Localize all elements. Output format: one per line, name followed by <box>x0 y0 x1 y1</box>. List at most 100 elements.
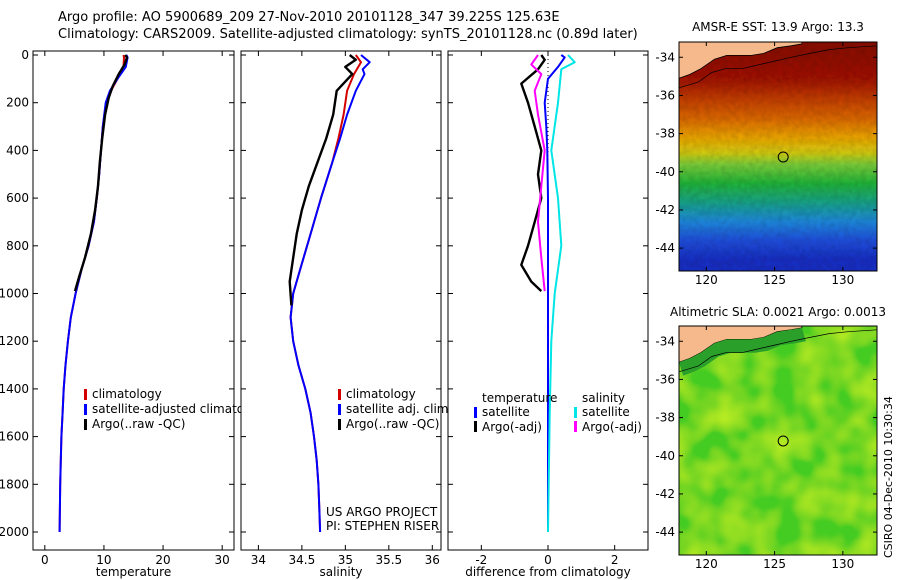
legend-label: satellite-adjusted climatology <box>92 402 270 416</box>
sst-shelf-contour <box>678 45 878 89</box>
salinity-xtick-label: 34 <box>251 553 266 567</box>
sla-lat-tick-label: -40 <box>655 449 675 463</box>
temperature-xtick-label: 30 <box>215 553 230 567</box>
sst-lat-tick-label: -36 <box>655 88 675 102</box>
temperature-xlabel: temperature <box>96 565 171 579</box>
sst-map-title: AMSR-E SST: 13.9 Argo: 13.3 <box>692 20 864 34</box>
legend-swatch <box>574 421 577 432</box>
salinity-series-line-2 <box>288 54 357 306</box>
salinity-series-group <box>288 54 371 533</box>
sst-lat-tick-label: -44 <box>655 241 675 255</box>
depth-tick-label: 1800 <box>0 477 29 491</box>
salinity-xtick-label: 36 <box>425 553 440 567</box>
sla-shelf-band <box>679 327 806 376</box>
legend-label: satellite <box>482 405 530 419</box>
temperature-xtick-label: 20 <box>155 553 170 567</box>
sla-lat-tick-label: -42 <box>655 487 675 501</box>
legend-swatch <box>474 421 477 432</box>
legend-label: satellite <box>582 405 630 419</box>
sla-lat-tick-label: -44 <box>655 525 675 539</box>
depth-tick-label: 1400 <box>0 382 29 396</box>
sla-argo-position-marker <box>777 435 789 447</box>
sla-lon-tick-label: 130 <box>831 557 854 571</box>
legend-swatch <box>84 419 87 430</box>
sst-lat-tick-label: -38 <box>655 127 675 141</box>
legend-swatch <box>574 407 577 418</box>
header-profile-line: Argo profile: AO 5900689_209 27-Nov-2010… <box>58 10 560 25</box>
sla-lon-tick-label: 125 <box>763 557 786 571</box>
project-annotation: US ARGO PROJECT <box>326 505 438 519</box>
map-sla: Altimetric SLA: 0.0021 Argo: 0.0013 120 12… <box>655 305 886 571</box>
chart-panel-salinity: 34 34.5 35 35.5 36 salinity climatologysatelli… <box>240 50 452 579</box>
legend-label: climatology <box>346 387 416 401</box>
sla-shelf-contour <box>678 329 878 373</box>
legend-label: Argo(-adj) <box>582 420 642 434</box>
legend-label: climatology <box>92 387 162 401</box>
depth-tick-label: 1600 <box>0 430 29 444</box>
depth-tick-label: 0 <box>21 48 29 62</box>
legend-swatch <box>338 404 341 415</box>
legend-label: Argo(-adj) <box>482 420 542 434</box>
sst-land-mass <box>678 41 803 79</box>
depth-tick-label: 1200 <box>0 334 29 348</box>
timestamp-stamp: CSIRO 04-Dec-2010 10:30:34 <box>882 396 895 558</box>
sst-lat-tick-label: -40 <box>655 165 675 179</box>
salinity-xtick-label: 35 <box>338 553 353 567</box>
difference-xtick-label: 0 <box>544 553 552 567</box>
sla-lat-tick-label: -36 <box>655 372 675 386</box>
difference-xtick-label: 2 <box>611 553 619 567</box>
sla-lon-tick-label: 120 <box>695 557 718 571</box>
salinity-xtick-label: 35.5 <box>375 553 402 567</box>
legend-swatch <box>84 389 87 400</box>
sla-map-title: Altimetric SLA: 0.0021 Argo: 0.0013 <box>670 305 886 319</box>
difference-xlabel: difference from climatology <box>465 565 631 579</box>
chart-panel-temperature: 0 10 20 30 temperature 0 200 400 600 800 1000 1200 1… <box>0 48 270 579</box>
temperature-frame <box>32 50 235 551</box>
sla-lat-tick-label: -38 <box>655 411 675 425</box>
salinity-xtick-label: 34.5 <box>289 553 316 567</box>
depth-tick-label: 600 <box>6 191 29 205</box>
sla-lat-tick-label: -34 <box>655 334 675 348</box>
difference-series-line-2 <box>547 54 576 533</box>
difference-series-line-1 <box>520 54 546 292</box>
depth-tick-label: 800 <box>6 239 29 253</box>
depth-tick-label: 400 <box>6 143 29 157</box>
temperature-series-group <box>58 54 129 533</box>
sst-map-frame <box>678 41 878 272</box>
depth-tick-label: 200 <box>6 96 29 110</box>
sst-lon-tick-label: 130 <box>831 273 854 287</box>
legend-swatch <box>338 389 341 400</box>
legend-label: satellite adj. clim. <box>346 402 452 416</box>
legend-swatch <box>84 404 87 415</box>
legend-swatch <box>474 407 477 418</box>
depth-tick-label: 1000 <box>0 287 29 301</box>
difference-series-line-3 <box>530 54 546 292</box>
difference-legend: temperaturesatelliteArgo(-adj)salinitysa… <box>474 391 642 434</box>
temperature-xtick-label: 0 <box>41 553 49 567</box>
difference-series-group <box>520 54 576 533</box>
temperature-series-line-2 <box>73 54 129 292</box>
temperature-xtick-label: 10 <box>96 553 111 567</box>
difference-xtick-label: -2 <box>475 553 487 567</box>
legend-label: Argo(..raw -QC) <box>92 417 185 431</box>
sst-argo-position-marker <box>777 151 789 163</box>
legend-heading-salinity: salinity <box>582 391 625 405</box>
header-climatology-line: Climatology: CARS2009. Satellite-adjuste… <box>58 27 638 42</box>
project-annotation: PI: STEPHEN RISER <box>326 519 439 533</box>
legend-heading-temperature: temperature <box>482 391 557 405</box>
depth-tick-label: 2000 <box>0 525 29 539</box>
sla-map-frame <box>678 325 878 556</box>
sst-lon-tick-label: 125 <box>763 273 786 287</box>
legend-swatch <box>338 419 341 430</box>
map-sst: AMSR-E SST: 13.9 Argo: 13.3 120 125 130 -34 -… <box>655 20 878 287</box>
legend-label: Argo(..raw -QC) <box>346 417 439 431</box>
difference-series-line-0 <box>543 54 566 532</box>
salinity-series-line-1 <box>289 54 371 533</box>
sst-lat-tick-label: -42 <box>655 203 675 217</box>
sst-lon-tick-label: 120 <box>695 273 718 287</box>
salinity-xlabel: salinity <box>319 565 362 579</box>
